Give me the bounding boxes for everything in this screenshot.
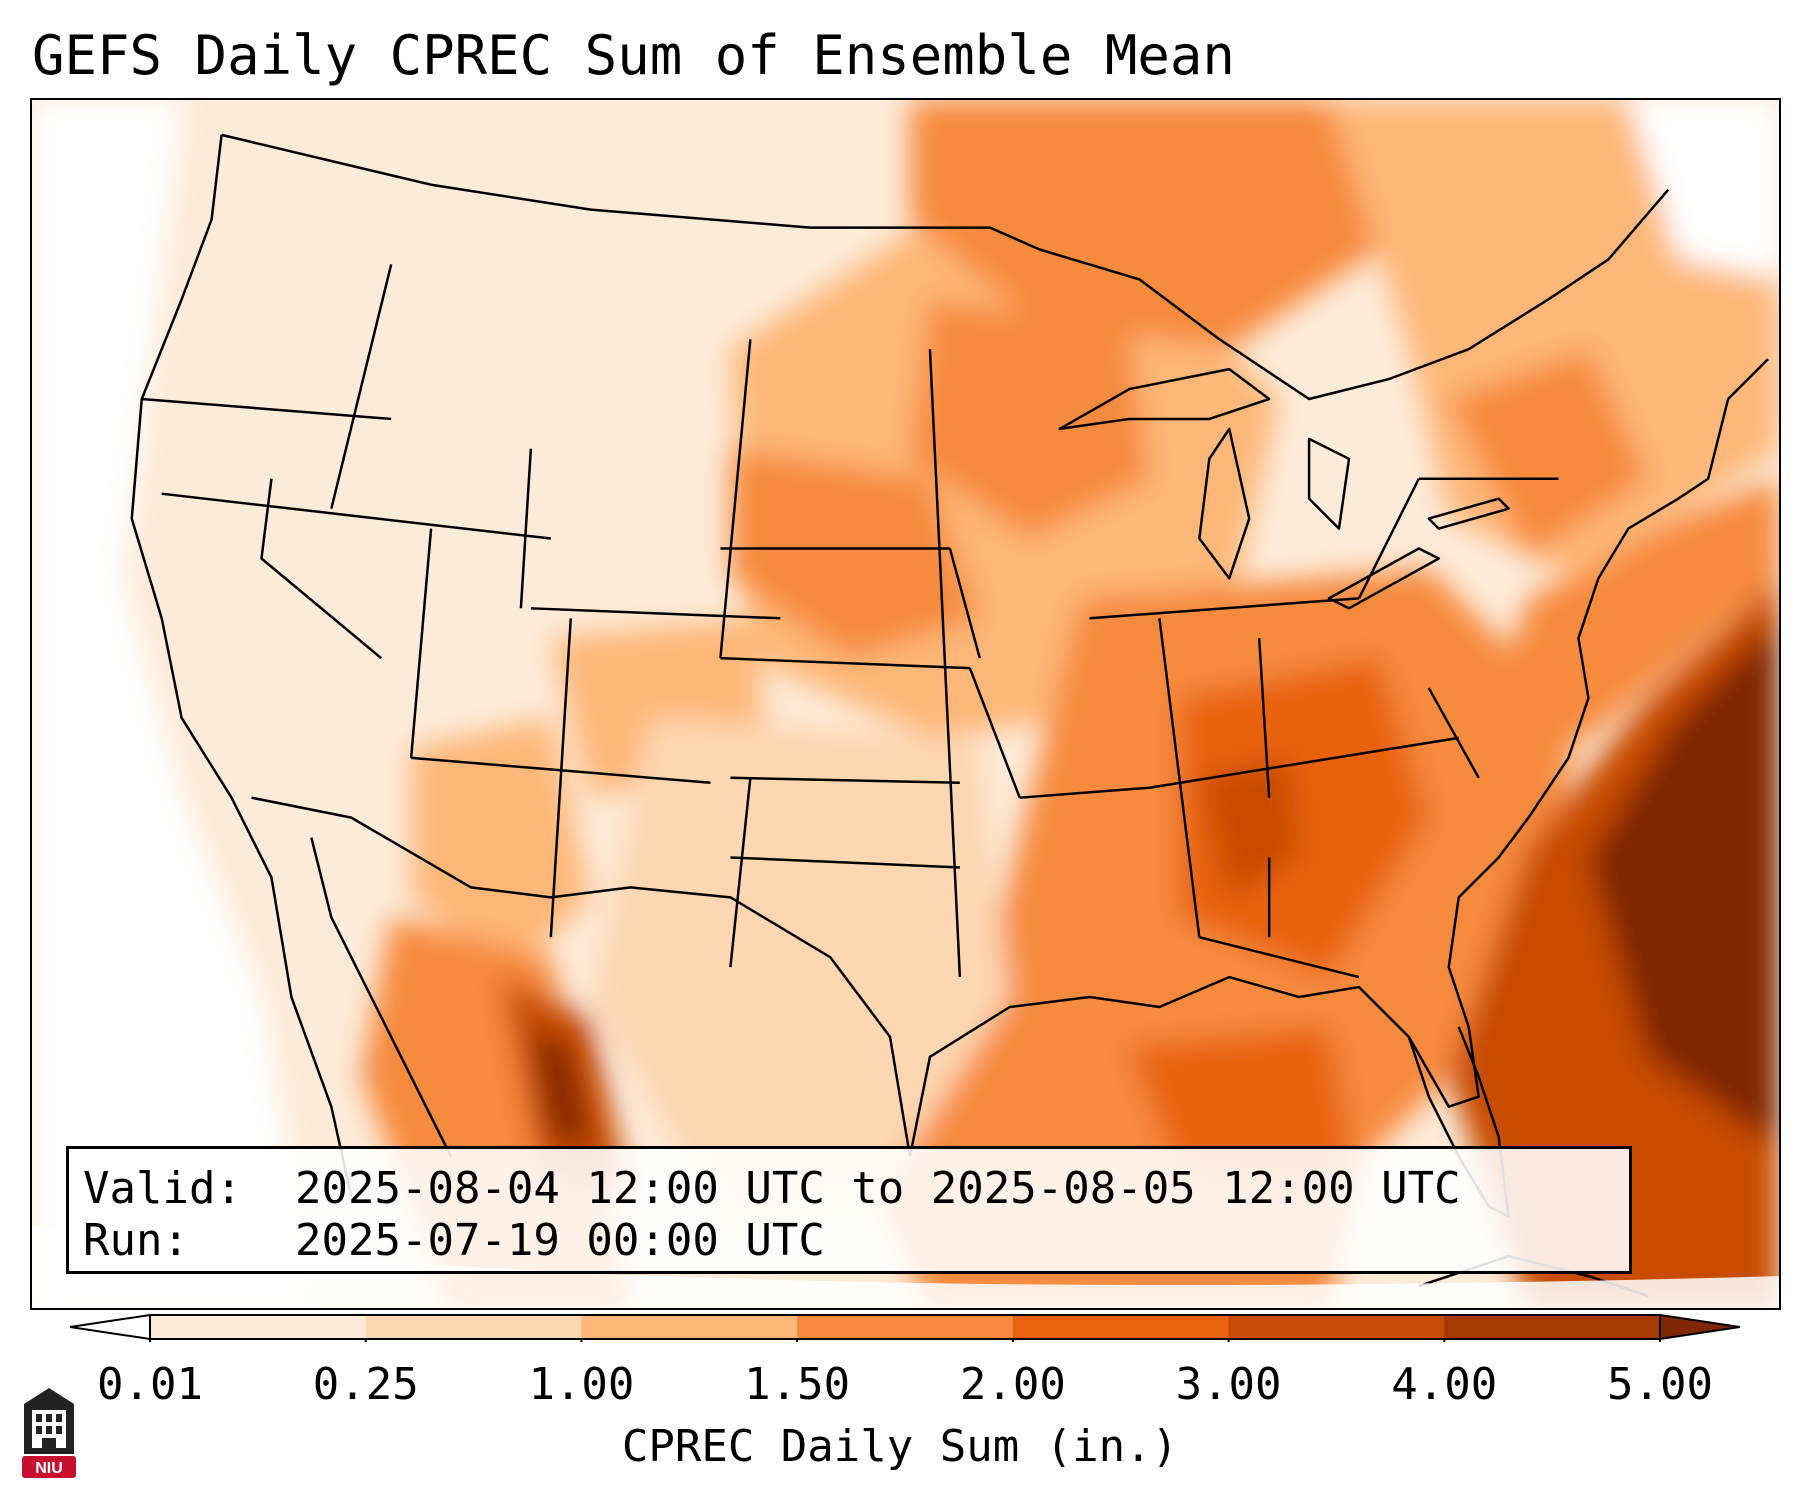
boundary-lines [130, 133, 1769, 1298]
colorbar-segment [1012, 1315, 1230, 1339]
university-tower-icon [24, 1388, 74, 1454]
colorbar-tick-label: 0.01 [97, 1359, 203, 1410]
colorbar-under-outline [70, 1313, 151, 1341]
colorbar-segment [150, 1315, 367, 1339]
lake-ontario [1427, 497, 1510, 530]
colorbar-tick-label: 4.00 [1391, 1359, 1498, 1410]
colorbar-over-outline [1659, 1313, 1740, 1341]
colorbar-tick-label: 1.50 [744, 1359, 851, 1410]
niu-logo: NIU [22, 1388, 76, 1478]
baja-coastline [310, 837, 453, 1158]
run-value: 2025-07-19 00:00 UTC [295, 1215, 825, 1266]
colorbar [70, 1313, 1740, 1342]
precip-map-canvas [32, 100, 1779, 1308]
colorbar-segment [581, 1315, 798, 1339]
colorbar-under-triangle [70, 1315, 150, 1339]
gulf-coastline [908, 816, 1530, 1157]
lake-michigan [1198, 427, 1251, 580]
lake-huron [1307, 437, 1351, 530]
lake-erie [1327, 547, 1441, 610]
colorbar-segment [797, 1315, 1014, 1339]
colorbar-label: CPREC Daily Sum (in.) [621, 1421, 1179, 1472]
colorbar-tick-label: 0.25 [312, 1359, 419, 1410]
valid-line: Valid: 2025-08-04 12:00 UTC to 2025-08-05… [83, 1163, 1615, 1215]
projection-edge [32, 1226, 1779, 1308]
colorbar-tick-label: 2.00 [959, 1359, 1066, 1410]
logo-text: NIU [35, 1460, 63, 1477]
map-title: GEFS Daily CPREC Sum of Ensemble Mean [32, 24, 1235, 87]
colorbar-segments [150, 1315, 1661, 1339]
run-line: Run: 2025-07-19 00:00 UTC [83, 1215, 1615, 1267]
state-lines [141, 264, 1559, 979]
valid-run-info-box: Valid: 2025-08-04 12:00 UTC to 2025-08-05… [66, 1146, 1632, 1274]
precip-map [30, 98, 1781, 1310]
run-label: Run: [83, 1215, 189, 1266]
valid-value: 2025-08-04 12:00 UTC to 2025-08-05 12:00… [295, 1163, 1461, 1214]
colorbar-tick-label: 1.00 [528, 1359, 635, 1410]
west-coastline [130, 134, 353, 1197]
us-canada-border [221, 133, 1670, 401]
precip-field [32, 100, 1779, 1308]
colorbar-tick-label: 5.00 [1607, 1359, 1713, 1410]
valid-label: Valid: [83, 1163, 242, 1214]
logo-banner [22, 1456, 76, 1478]
colorbar-segment [365, 1315, 582, 1339]
east-coastline [1527, 358, 1769, 819]
us-mexico-border [251, 796, 912, 1157]
colorbar-tick-label: 3.00 [1175, 1359, 1282, 1410]
colorbar-segment [1228, 1315, 1445, 1339]
colorbar-over-triangle [1660, 1315, 1740, 1339]
colorbar-segment [1444, 1315, 1661, 1339]
lake-superior [1058, 367, 1271, 431]
